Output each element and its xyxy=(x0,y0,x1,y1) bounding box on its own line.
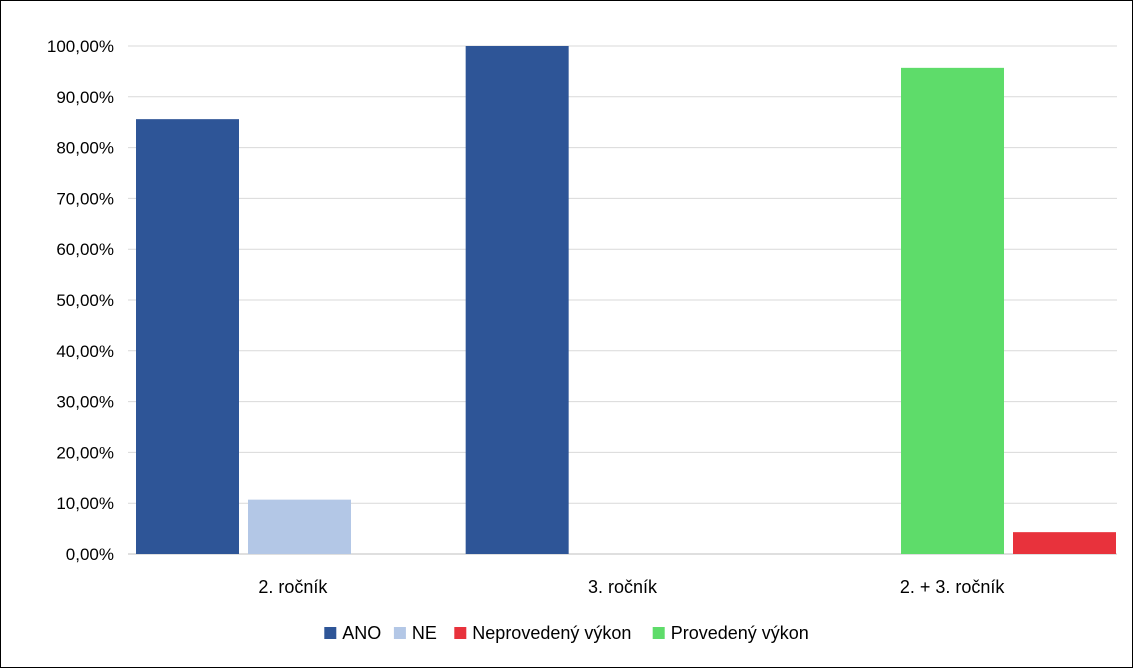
y-tick-label: 70,00% xyxy=(56,189,114,208)
y-tick-label: 0,00% xyxy=(66,545,114,564)
legend-swatch xyxy=(324,627,337,639)
y-tick-label: 100,00% xyxy=(47,37,114,56)
x-tick-label: 3. ročník xyxy=(588,577,658,597)
legend-label: NE xyxy=(412,623,437,643)
y-tick-label: 90,00% xyxy=(56,88,114,107)
x-tick-label: 2. + 3. ročník xyxy=(900,577,1006,597)
legend-swatch xyxy=(454,627,467,639)
y-tick-label: 80,00% xyxy=(56,139,114,158)
legend-swatch xyxy=(652,627,665,639)
bar-ne xyxy=(248,499,351,554)
y-tick-label: 30,00% xyxy=(56,393,114,412)
bar-proveden-v-kon xyxy=(901,67,1004,555)
bar-ano xyxy=(136,119,239,554)
legend-label: Provedený výkon xyxy=(671,623,809,643)
legend-swatch xyxy=(393,627,406,639)
y-tick-label: 20,00% xyxy=(56,443,114,462)
y-tick-label: 60,00% xyxy=(56,240,114,259)
y-tick-label: 50,00% xyxy=(56,291,114,310)
y-tick-label: 40,00% xyxy=(56,342,114,361)
x-tick-label: 2. ročník xyxy=(258,577,328,597)
y-tick-label: 10,00% xyxy=(56,494,114,513)
bar-neproveden-v-kon xyxy=(1013,532,1116,554)
bar-ano xyxy=(465,46,569,554)
legend-label: Neprovedený výkon xyxy=(472,623,631,643)
legend-label: ANO xyxy=(342,623,381,643)
